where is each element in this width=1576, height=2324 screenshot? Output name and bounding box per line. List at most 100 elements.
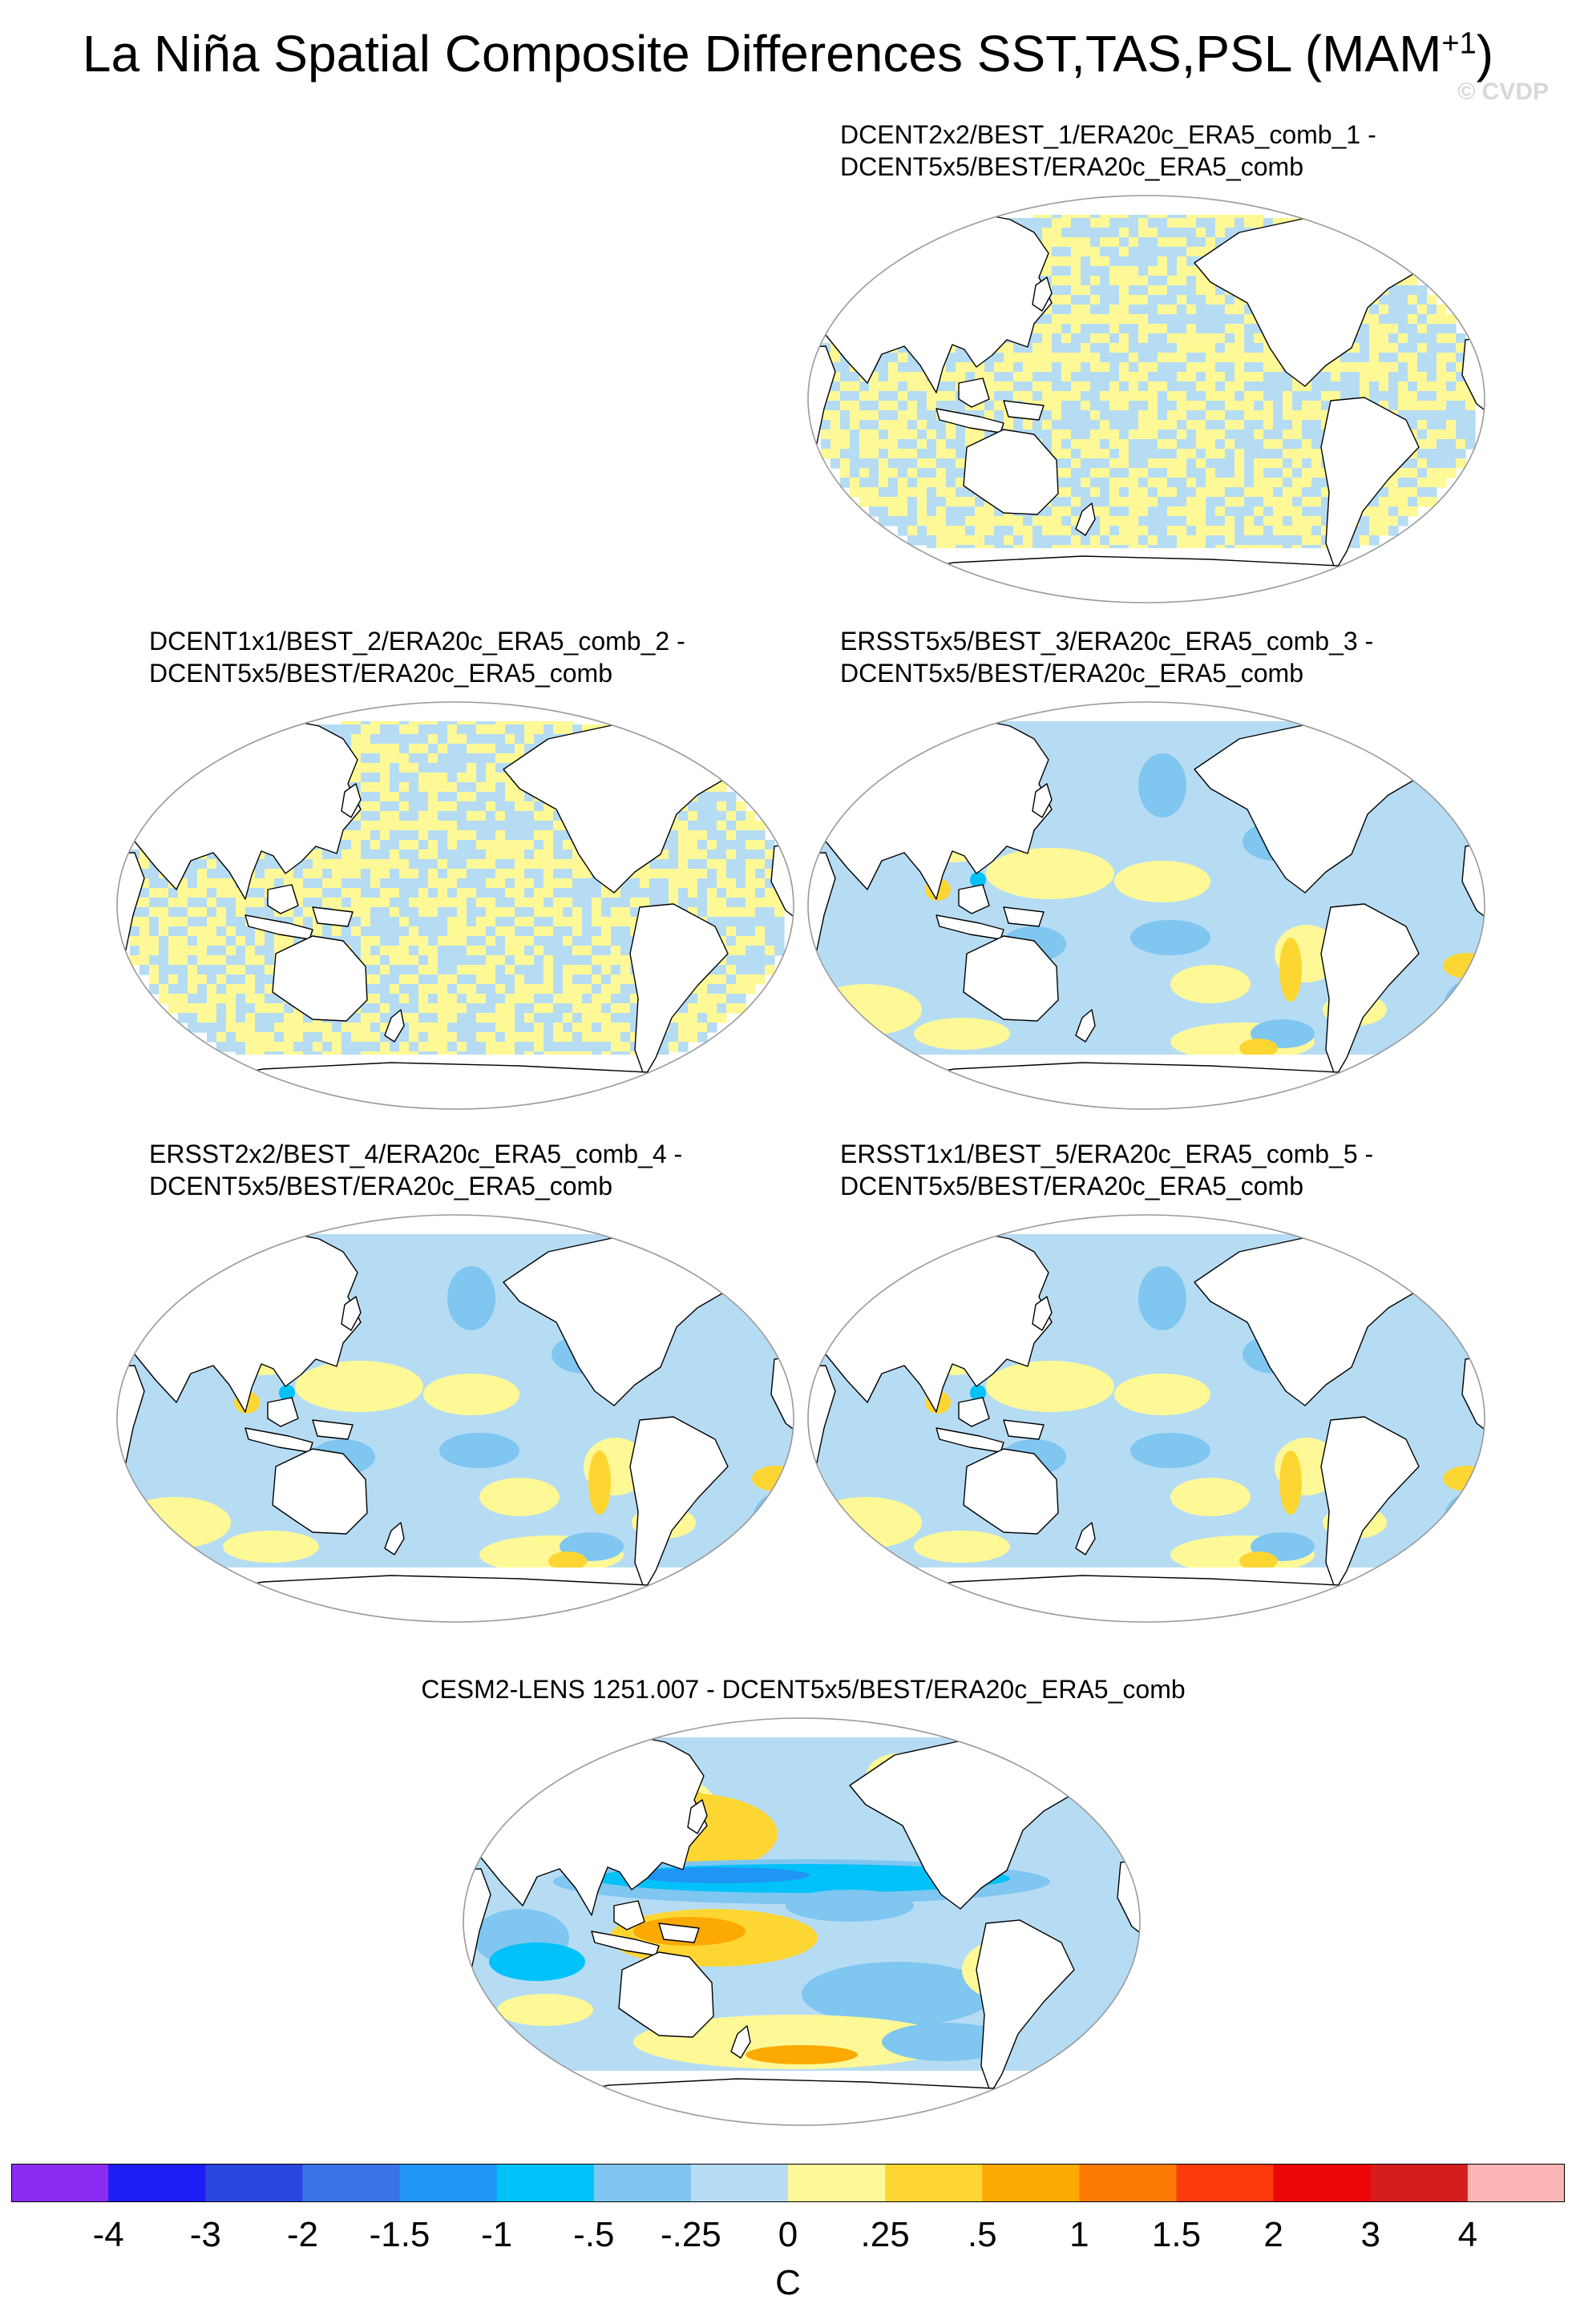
grid-cell	[486, 782, 496, 793]
anomaly-contour	[1279, 1450, 1302, 1515]
grid-cell	[1061, 487, 1072, 498]
colorbar-tick-label: -2	[286, 2215, 318, 2254]
grid-cell	[399, 869, 410, 879]
grid-cell	[495, 965, 506, 975]
grid-cell	[255, 974, 265, 985]
grid-cell	[1158, 478, 1168, 488]
grid-cell	[505, 974, 515, 985]
grid-cell	[457, 821, 467, 831]
grid-cell	[418, 753, 429, 764]
grid-cell	[351, 898, 362, 908]
grid-cell	[1061, 391, 1072, 401]
grid-cell	[1148, 353, 1158, 363]
grid-cell	[188, 907, 198, 918]
grid-cell	[1388, 506, 1399, 517]
grid-cell	[418, 792, 429, 802]
grid-cell	[495, 974, 506, 985]
grid-cell	[1360, 333, 1370, 344]
grid-cell	[611, 898, 621, 908]
grid-cell	[601, 888, 612, 898]
grid-cell	[1186, 381, 1197, 392]
grid-cell	[216, 926, 227, 937]
grid-cell	[1388, 372, 1399, 382]
grid-cell	[1244, 391, 1255, 401]
grid-cell	[1311, 401, 1322, 411]
grid-cell	[620, 974, 631, 985]
grid-cell	[380, 936, 390, 946]
grid-cell	[1196, 333, 1206, 344]
grid-cell	[956, 468, 966, 478]
grid-cell	[399, 801, 410, 812]
grid-cell	[370, 773, 381, 783]
grid-cell	[592, 946, 602, 956]
grid-cell	[495, 1042, 506, 1052]
grid-cell	[284, 1013, 294, 1023]
grid-cell	[322, 888, 333, 898]
grid-cell	[274, 936, 285, 946]
grid-cell	[563, 869, 573, 879]
grid-cell	[1340, 381, 1351, 392]
grid-cell	[409, 946, 419, 956]
grid-cell	[717, 849, 727, 860]
grid-cell	[1119, 256, 1129, 267]
grid-cell	[438, 849, 448, 860]
grid-cell	[361, 888, 371, 898]
grid-cell	[879, 478, 889, 488]
grid-cell	[544, 830, 554, 841]
grid-cell	[149, 888, 160, 898]
grid-cell	[1119, 333, 1129, 344]
land-antarctica	[857, 555, 1436, 603]
grid-cell	[313, 926, 323, 937]
grid-cell	[553, 926, 564, 937]
grid-cell	[399, 936, 410, 946]
grid-cell	[888, 468, 899, 478]
grid-cell	[563, 1032, 573, 1043]
grid-cell	[1437, 391, 1447, 401]
grid-cell	[505, 744, 515, 754]
grid-cell	[476, 994, 487, 1004]
grid-cell	[418, 763, 429, 773]
grid-cell	[1138, 237, 1149, 248]
grid-cell	[418, 1013, 429, 1023]
grid-cell	[736, 849, 746, 860]
land-antarctica	[857, 1062, 1436, 1109]
grid-cell	[1032, 353, 1043, 363]
grid-cell	[447, 782, 458, 793]
grid-cell	[476, 821, 487, 831]
grid-cell	[553, 984, 564, 995]
grid-cell	[669, 878, 679, 889]
grid-cell	[1437, 333, 1447, 344]
grid-cell	[1408, 353, 1418, 363]
grid-cell	[726, 888, 737, 898]
anomaly-contour	[1239, 1039, 1278, 1058]
grid-cell	[544, 1013, 554, 1023]
grid-cell	[1100, 285, 1110, 296]
grid-cell	[746, 811, 756, 821]
grid-cell	[1273, 535, 1283, 546]
grid-cell	[1254, 430, 1264, 440]
grid-cell	[936, 449, 947, 459]
grid-cell	[1196, 362, 1206, 373]
grid-cell	[418, 994, 429, 1004]
grid-cell	[303, 1032, 313, 1043]
grid-cell	[1186, 391, 1197, 401]
grid-cell	[907, 381, 918, 392]
grid-cell	[726, 936, 737, 946]
grid-cell	[1177, 333, 1187, 344]
grid-cell	[907, 439, 918, 450]
grid-cell	[907, 526, 918, 536]
colorbar-swatch	[496, 2164, 595, 2202]
land-borneo	[958, 884, 990, 914]
grid-cell	[1235, 526, 1245, 536]
grid-cell	[226, 898, 236, 908]
grid-cell	[1138, 478, 1149, 488]
grid-cell	[582, 888, 592, 898]
grid-cell	[746, 926, 756, 937]
grid-cell	[1302, 391, 1312, 401]
grid-cell	[726, 898, 737, 908]
grid-cell	[380, 734, 390, 744]
grid-cell	[1196, 381, 1206, 392]
grid-cell	[1244, 535, 1255, 546]
grid-cell	[1032, 372, 1043, 382]
grid-cell	[1081, 218, 1091, 228]
